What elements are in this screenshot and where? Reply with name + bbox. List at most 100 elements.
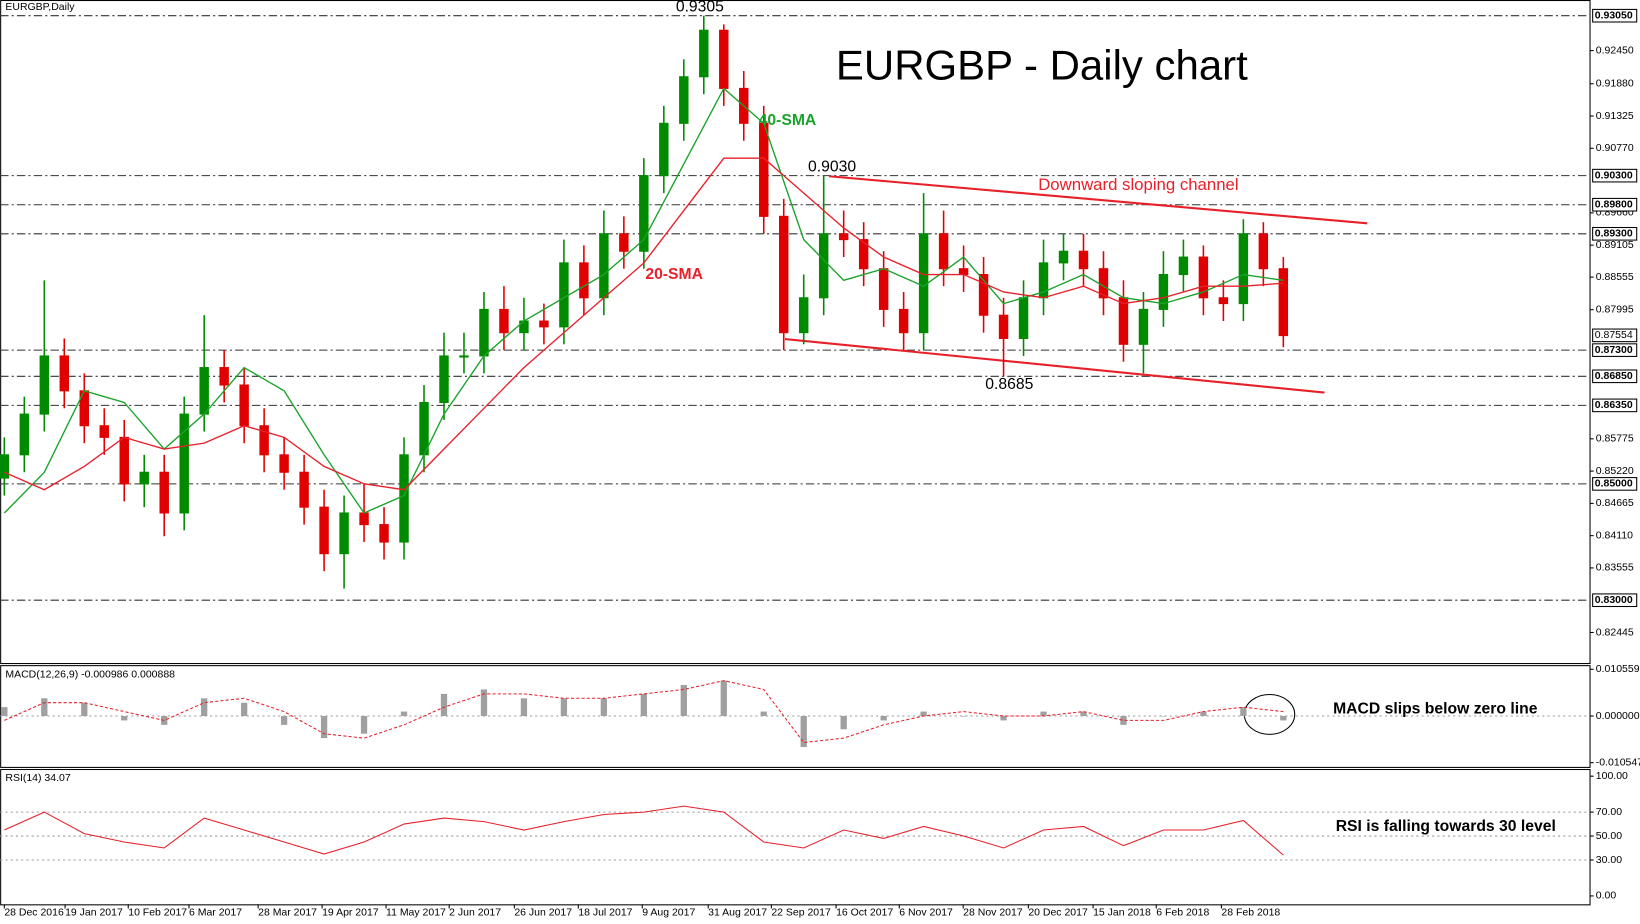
channel-line (784, 338, 1325, 394)
candle-body (838, 233, 849, 241)
y-tick-label: 0.88555 (1596, 272, 1634, 283)
level-box (1592, 369, 1638, 384)
macd-bar (41, 698, 48, 717)
candle-body (539, 320, 549, 328)
y-tick-label: 0.91325 (1596, 111, 1634, 122)
level-label: 0.86850 (1595, 371, 1633, 382)
sma-label: 20-SMA (645, 266, 703, 283)
level-label: 0.85000 (1595, 479, 1633, 490)
candle-body (399, 454, 409, 543)
candle-body (39, 355, 50, 415)
x-tick-label: 19 Jan 2017 (65, 907, 123, 918)
macd-bar (1080, 711, 1087, 717)
candle-body (59, 355, 70, 392)
y-tick-label: 0.84110 (1596, 530, 1633, 541)
candle-body (19, 413, 30, 456)
x-tick-label: 11 May 2017 (386, 907, 446, 918)
x-tick-label: 9 Aug 2017 (642, 907, 695, 918)
candle-body (99, 425, 109, 438)
annotation: 0.8685 (985, 376, 1033, 393)
candle-body (958, 268, 969, 276)
macd-bar (720, 680, 727, 717)
candle-body (1158, 273, 1169, 310)
y-tick-label: 0.90770 (1596, 143, 1634, 154)
candle-body (898, 308, 909, 334)
x-tick-label: 6 Feb 2018 (1156, 907, 1209, 918)
candle-body (1278, 268, 1289, 337)
candle-body (159, 471, 169, 514)
chart-title: EURGBP - Daily chart (836, 41, 1248, 88)
macd-bar (440, 693, 448, 717)
macd-bar (560, 698, 568, 717)
last-price-box (1592, 328, 1638, 343)
macd-bar (1120, 716, 1127, 725)
x-tick-label: 18 Jul 2017 (578, 907, 632, 918)
macd-bar (81, 702, 88, 717)
candle-body (379, 524, 389, 543)
x-tick-label: 16 Oct 2017 (836, 907, 893, 918)
rsi-label: RSI(14) 34.07 (5, 773, 70, 784)
x-tick-label: 10 Feb 2017 (128, 907, 187, 918)
candle-body (1198, 256, 1209, 299)
last-price-label: 0.87554 (1595, 330, 1633, 341)
macd-bar (400, 711, 408, 717)
level-box (1592, 398, 1638, 413)
candle-body (299, 471, 309, 508)
candle-body (319, 506, 329, 555)
candle-body (279, 454, 289, 473)
level-label: 0.90300 (1595, 170, 1633, 181)
macd-bar (121, 716, 128, 721)
macd-bar (1200, 711, 1207, 717)
macd-label: MACD(12,26,9) -0.000986 0.000888 (5, 669, 175, 680)
macd-bar (241, 702, 248, 717)
rsi-tick-label: 30.00 (1596, 855, 1622, 866)
level-label: 0.83000 (1595, 595, 1633, 606)
candle-body (779, 215, 789, 334)
candle-body (978, 273, 989, 316)
candle-body (619, 233, 629, 252)
level-label: 0.87300 (1595, 345, 1633, 356)
candle-body (439, 355, 449, 403)
candle-body (419, 401, 429, 456)
sma-line (3, 87, 1284, 514)
candle-body (459, 355, 469, 358)
candle-body (359, 512, 369, 526)
macd-tick-label: 0.010559 (1596, 664, 1640, 675)
macd-tick-label: -0.010547 (1596, 757, 1640, 768)
x-tick-label: 2 Jun 2017 (449, 907, 501, 918)
macd-bar (680, 685, 687, 717)
candle-body (599, 233, 609, 299)
channel-line (828, 175, 1368, 225)
rsi-pane (0, 768, 1591, 906)
x-tick-label: 22 Sep 2017 (771, 907, 831, 918)
macd-bar (1, 707, 8, 717)
macd-bar (760, 711, 767, 717)
macd-bar (920, 711, 927, 717)
macd-bar (640, 693, 647, 717)
candle-body (119, 436, 129, 485)
candle-body (818, 233, 829, 299)
y-tick-label: 0.84665 (1596, 498, 1634, 509)
x-tick-label: 28 Dec 2016 (4, 907, 64, 918)
rsi-tick-label: 50.00 (1596, 831, 1622, 842)
candle-body (1238, 233, 1249, 305)
candle-body (938, 233, 949, 270)
level-label: 0.89300 (1595, 229, 1633, 240)
macd-bar (800, 716, 807, 747)
symbol-label: EURGBP,Daily (5, 2, 75, 13)
y-tick-label: 0.87995 (1596, 304, 1634, 315)
level-label: 0.89800 (1595, 199, 1633, 210)
level-label: 0.86350 (1595, 400, 1633, 411)
x-tick-label: 6 Mar 2017 (189, 907, 242, 918)
level-box (1592, 477, 1638, 491)
macd-signal (4, 680, 1284, 744)
candle-body (139, 471, 149, 485)
macd-bar (360, 716, 368, 734)
level-box (1592, 343, 1638, 357)
candle-body (699, 29, 709, 78)
candle-body (719, 29, 729, 89)
sma-label: 40-SMA (759, 112, 817, 129)
level-box (1592, 226, 1638, 241)
